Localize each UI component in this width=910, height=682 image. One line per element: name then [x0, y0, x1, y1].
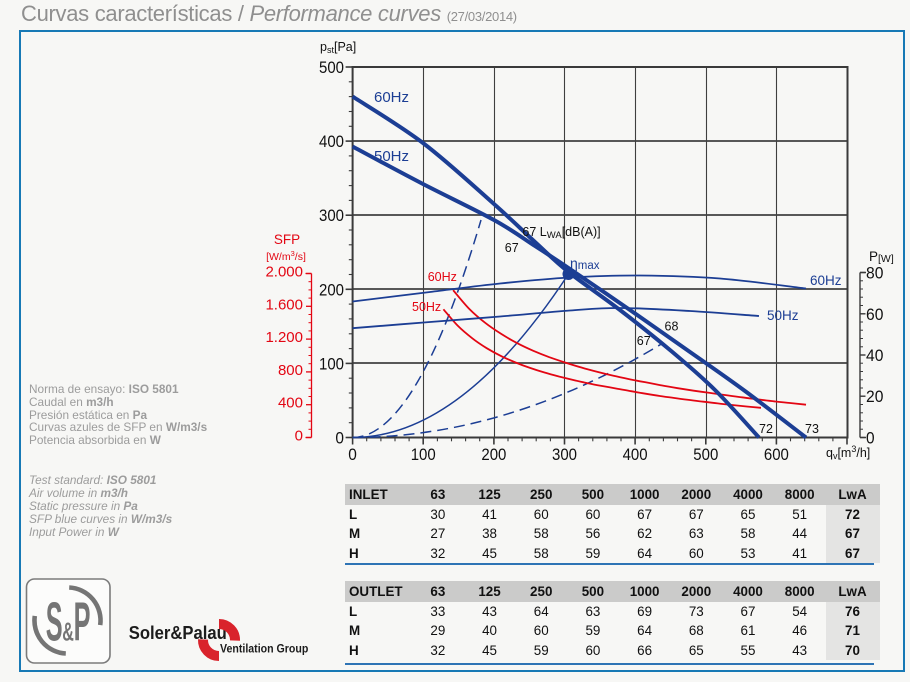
svg-text:20: 20 [866, 388, 883, 406]
svg-text:100: 100 [319, 355, 344, 373]
svg-text:P[W]: P[W] [869, 249, 894, 265]
svg-text:400: 400 [623, 446, 648, 464]
svg-text:400: 400 [319, 133, 344, 151]
svg-text:600: 600 [764, 446, 789, 464]
svg-text:80: 80 [866, 265, 883, 283]
svg-text:60: 60 [866, 306, 883, 324]
svg-text:67 LWA[dB(A)]: 67 LWA[dB(A)] [522, 225, 600, 241]
svg-text:1.600: 1.600 [265, 296, 303, 313]
svg-text:50Hz: 50Hz [374, 148, 409, 165]
svg-text:60Hz: 60Hz [374, 89, 409, 106]
svg-text:Soler&Palau: Soler&Palau [129, 622, 227, 643]
svg-text:60Hz: 60Hz [428, 270, 457, 284]
svg-text:73: 73 [805, 422, 819, 436]
svg-text:72: 72 [759, 422, 773, 436]
svg-text:0: 0 [335, 430, 344, 448]
svg-text:S: S [46, 592, 63, 654]
svg-text:50Hz: 50Hz [767, 308, 799, 323]
svg-text:1.200: 1.200 [265, 329, 303, 346]
svg-text:qv[m3/h]: qv[m3/h] [826, 444, 870, 461]
svg-text:[W/m3/s]: [W/m3/s] [266, 249, 306, 263]
svg-text:0: 0 [348, 446, 357, 464]
svg-text:SFP: SFP [274, 232, 300, 247]
svg-text:300: 300 [552, 446, 577, 464]
svg-text:60Hz: 60Hz [810, 273, 842, 288]
svg-text:200: 200 [481, 446, 506, 464]
svg-text:P: P [74, 592, 91, 654]
svg-text:300: 300 [319, 207, 344, 225]
svg-text:ηmax: ηmax [570, 255, 600, 272]
svg-text:100: 100 [411, 446, 436, 464]
svg-text:50Hz: 50Hz [412, 300, 441, 314]
svg-text:0: 0 [295, 428, 303, 445]
svg-text:&: & [62, 617, 74, 647]
svg-text:68: 68 [665, 320, 679, 334]
svg-text:500: 500 [319, 59, 344, 77]
svg-text:67: 67 [505, 241, 519, 255]
svg-text:500: 500 [693, 446, 718, 464]
svg-text:800: 800 [278, 362, 303, 379]
svg-text:pst[Pa]: pst[Pa] [320, 40, 356, 55]
svg-text:2.000: 2.000 [265, 264, 303, 281]
svg-text:Ventilation Group: Ventilation Group [220, 643, 308, 656]
svg-text:200: 200 [319, 281, 344, 299]
svg-text:400: 400 [278, 395, 303, 412]
svg-text:67: 67 [637, 334, 651, 348]
svg-text:0: 0 [866, 430, 875, 448]
svg-text:40: 40 [866, 347, 883, 365]
